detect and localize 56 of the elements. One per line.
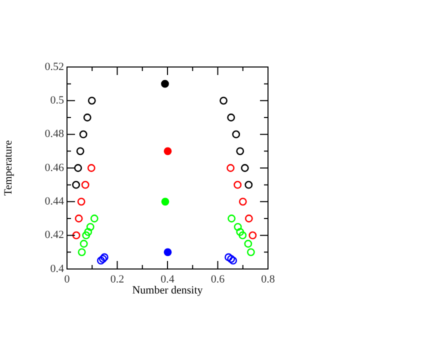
y-tick-label: 0.4 — [50, 262, 64, 275]
point — [84, 228, 92, 236]
point — [236, 228, 244, 236]
point — [248, 231, 257, 240]
x-axis-title: Number density — [132, 284, 204, 296]
point — [161, 80, 169, 88]
point — [234, 180, 242, 189]
point — [232, 130, 240, 138]
y-tick-label: 0.42 — [44, 229, 64, 242]
point — [82, 231, 90, 240]
point — [80, 240, 88, 248]
point — [246, 248, 255, 256]
point — [236, 147, 244, 156]
point — [88, 96, 96, 105]
point — [77, 198, 86, 206]
y-tick-label: 0.5 — [50, 94, 64, 107]
point — [244, 180, 253, 189]
point — [83, 114, 92, 122]
point — [86, 222, 94, 231]
point — [72, 231, 80, 240]
point — [228, 214, 236, 222]
point — [220, 96, 228, 105]
point — [76, 147, 84, 156]
y-tick-label: 0.46 — [44, 162, 64, 174]
point — [79, 130, 88, 138]
point — [164, 147, 172, 156]
point — [224, 253, 233, 262]
x-tick-label: 0.4 — [160, 273, 175, 286]
point — [81, 180, 90, 189]
x-tick-label: 0.6 — [210, 273, 226, 286]
point — [161, 198, 170, 206]
point — [164, 248, 172, 256]
point — [72, 180, 80, 189]
point — [90, 214, 98, 222]
point — [238, 198, 247, 206]
point — [74, 164, 82, 172]
point — [87, 164, 96, 172]
point — [234, 222, 242, 231]
point — [244, 240, 252, 248]
point — [227, 254, 236, 263]
y-tick-label: 0.52 — [44, 60, 64, 73]
y-axis-title: Temperature — [2, 140, 14, 196]
point — [238, 231, 247, 240]
x-tick-label: 0.2 — [110, 273, 124, 286]
point — [96, 256, 105, 265]
point — [227, 114, 236, 122]
y-tick-label: 0.44 — [44, 196, 64, 208]
point — [226, 164, 235, 172]
x-tick-label: 0 — [64, 273, 70, 286]
point — [229, 256, 238, 265]
x-tick-label: 0.8 — [261, 273, 276, 286]
point — [78, 248, 86, 256]
point — [74, 214, 83, 222]
y-tick-label: 0.48 — [44, 128, 64, 140]
point — [244, 214, 253, 222]
point — [240, 164, 249, 172]
